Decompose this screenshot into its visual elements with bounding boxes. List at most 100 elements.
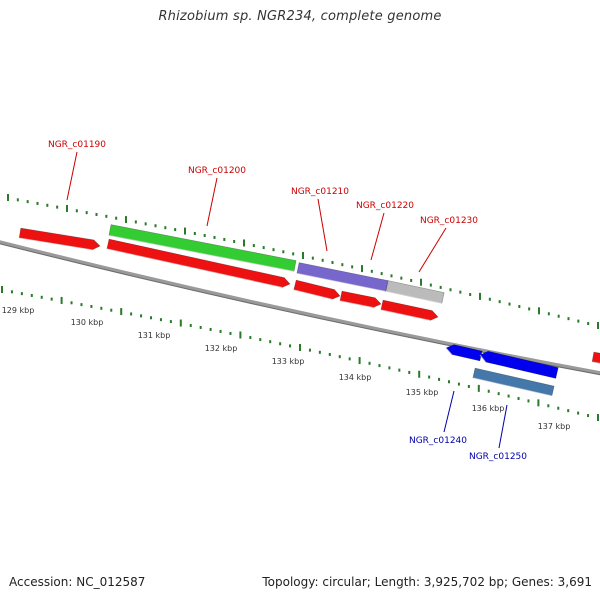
lower-scale-tick (378, 364, 381, 368)
upper-scale-tick (321, 258, 324, 262)
gene-arrow-sheen (380, 309, 431, 321)
upper-scale-tick (488, 297, 491, 301)
upper-scale-tick (174, 228, 177, 232)
gene-arrow[interactable] (380, 299, 439, 321)
gene-arrow[interactable] (293, 279, 341, 300)
lower-scale-tick (547, 404, 550, 408)
lower-scale-tick (318, 350, 321, 354)
lower-scale-tick (517, 396, 520, 400)
upper-scale-tick (429, 283, 432, 287)
upper-scale-tick (518, 304, 521, 308)
gene-arrow-sheen (445, 347, 453, 355)
upper-scale-tick (184, 227, 186, 235)
gene-label[interactable]: NGR_c01210 (291, 187, 349, 197)
gene-label[interactable]: NGR_c01190 (48, 140, 106, 150)
upper-scale-tick (341, 263, 344, 267)
scale-tick-label: 132 kbp (205, 344, 238, 353)
lower-scale-tick (70, 301, 73, 305)
gene-label[interactable]: NGR_c01230 (420, 216, 478, 226)
upper-scale-tick (164, 226, 167, 230)
upper-scale-tick (302, 252, 304, 259)
lower-scale-tick (408, 370, 411, 374)
upper-scale-tick (547, 312, 550, 316)
upper-scale-tick (105, 214, 108, 218)
lower-scale-tick (537, 399, 540, 407)
gene-arrow-sheen (339, 300, 374, 309)
lower-scale-tick (428, 375, 431, 379)
lower-scale-tick (587, 414, 590, 418)
gene-arrow-sheen (293, 289, 333, 300)
scale-tick-label: 129 kbp (2, 306, 35, 315)
gene-label[interactable]: NGR_c01220 (356, 201, 414, 211)
upper-scale-tick (351, 265, 354, 269)
lower-scale-tick (1, 286, 3, 293)
lower-scale-tick (80, 303, 83, 307)
scale-tick-label: 133 kbp (272, 357, 305, 366)
lower-scale-tick (50, 297, 53, 301)
lower-scale-tick (159, 318, 162, 322)
upper-scale-tick (469, 292, 472, 296)
lower-scale-tick (30, 293, 33, 297)
feature-bar[interactable] (385, 280, 445, 304)
lower-scale-tick (10, 290, 13, 294)
gene-arrow-sheen (106, 248, 283, 288)
gene-label-leader (317, 198, 328, 252)
gene-label-leader (66, 151, 78, 201)
lower-scale-tick (527, 399, 530, 403)
gene-arrow[interactable] (591, 351, 600, 365)
upper-scale-tick (134, 220, 137, 224)
upper-scale-tick (95, 212, 98, 216)
upper-scale-tick (115, 216, 118, 220)
genome-title: Rhizobium sp. NGR234, complete genome (158, 9, 442, 24)
upper-scale-tick (479, 292, 481, 300)
lower-scale-tick (328, 352, 331, 356)
gene-label[interactable]: NGR_c01200 (188, 166, 246, 176)
upper-scale-tick (528, 307, 531, 311)
upper-scale-tick (36, 201, 39, 205)
upper-scale-tick (26, 200, 29, 204)
gene-arrow-sheen (19, 237, 93, 251)
lower-scale-tick (477, 384, 480, 392)
scale-tick-label: 134 kbp (339, 373, 372, 382)
upper-scale-tick (538, 307, 540, 315)
upper-scale-tick (46, 203, 49, 207)
scale-tick-label: 136 kbp (472, 404, 505, 413)
lower-scale-tick (368, 361, 371, 365)
upper-scale-tick (213, 235, 216, 239)
lower-scale-tick (209, 327, 212, 331)
lower-scale-tick (179, 319, 182, 327)
gene-arrow-sheen (592, 361, 600, 364)
upper-scale-tick (16, 198, 19, 202)
upper-scale-tick (243, 239, 245, 247)
upper-scale-tick (380, 272, 383, 276)
lower-scale-tick (40, 295, 43, 299)
upper-scale-tick (144, 222, 147, 226)
lower-scale-tick (467, 384, 470, 388)
gene-arrow[interactable] (18, 227, 101, 251)
lower-scale-tick (130, 312, 133, 316)
gene-label-leader (498, 404, 508, 449)
lower-scale-tick (577, 411, 580, 415)
upper-scale-tick (567, 317, 570, 321)
upper-scale-tick (292, 252, 295, 256)
gene-label[interactable]: NGR_c01240 (409, 436, 467, 446)
lower-scale-tick (497, 392, 500, 396)
upper-scale-tick (498, 300, 501, 304)
upper-scale-tick (587, 322, 590, 326)
upper-scale-tick (154, 224, 157, 228)
upper-scale-tick (361, 265, 363, 273)
gene-arrow[interactable] (445, 344, 483, 362)
upper-scale-tick (577, 319, 580, 323)
lower-scale-tick (219, 329, 222, 333)
lower-scale-tick (507, 394, 510, 398)
gene-label[interactable]: NGR_c01250 (469, 452, 527, 462)
scale-tick-label: 131 kbp (138, 331, 171, 340)
lower-scale-tick (567, 409, 570, 413)
lower-scale-tick (150, 316, 152, 320)
lower-scale-tick (388, 366, 391, 370)
accession-label: Accession: NC_012587 (9, 575, 146, 589)
lower-scale-tick (140, 314, 143, 318)
lower-scale-tick (308, 348, 311, 352)
